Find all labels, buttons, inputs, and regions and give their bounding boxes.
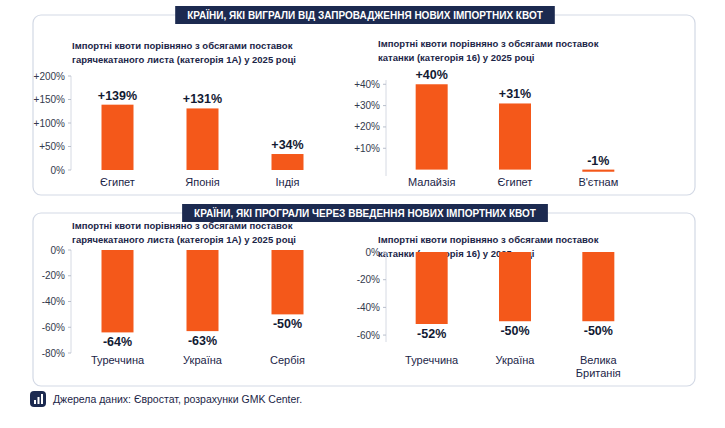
y-tick <box>68 146 71 147</box>
y-tick-label: +150% <box>34 94 66 105</box>
bars <box>102 105 304 170</box>
data-label: +139% <box>98 89 137 103</box>
y-tick-label: 0% <box>51 165 66 176</box>
y-tick <box>68 99 71 100</box>
y-tick-label: -20% <box>357 274 380 285</box>
y-tick <box>68 76 71 77</box>
category-label: ВеликаБританія <box>576 354 621 379</box>
infographic: КРАЇНИ, ЯКІ ВИГРАЛИ ВІД ЗАПРОВАДЖЕННЯ НО… <box>0 0 725 428</box>
chart-title: Імпортні квоти порівняно з обсягами пост… <box>378 38 599 63</box>
y-tick-label: +40% <box>354 79 380 90</box>
y-axis-line <box>386 252 387 342</box>
bar <box>582 252 614 321</box>
data-label: -1% <box>587 154 609 168</box>
y-tick-label: +20% <box>354 121 380 132</box>
bar <box>582 170 614 172</box>
bar <box>102 250 134 332</box>
chart: Імпортні квоти порівняно з обсягами пост… <box>34 40 304 188</box>
y-tick-label: -40% <box>42 296 65 307</box>
data-label: -64% <box>103 335 132 349</box>
bars <box>416 84 615 171</box>
bar <box>102 105 134 170</box>
source-icon <box>30 391 46 407</box>
bar <box>499 252 531 321</box>
bar <box>416 252 448 324</box>
y-tick-label: +200% <box>34 71 66 82</box>
bar <box>187 250 219 331</box>
y-tick <box>383 335 386 336</box>
category-label: Україна <box>496 354 536 366</box>
y-tick-label: -60% <box>42 322 65 333</box>
category-label: Малайзія <box>408 176 456 188</box>
chart: Імпортні квоти порівняно з обсягами пост… <box>357 234 621 379</box>
category-label: Туреччина <box>91 354 145 366</box>
panel-banner <box>175 6 555 24</box>
y-tick <box>383 279 386 280</box>
category-label: Єгипет <box>100 176 135 188</box>
panel-frame <box>33 15 695 195</box>
data-label: -52% <box>417 327 446 341</box>
panel-title: КРАЇНИ, ЯКІ ПРОГРАЛИ ЧЕРЕЗ ВВЕДЕННЯ НОВИ… <box>194 207 536 219</box>
y-tick <box>68 123 71 124</box>
y-tick-label: -20% <box>42 270 65 281</box>
data-label: +131% <box>183 92 222 106</box>
y-tick-label: 0% <box>366 247 381 258</box>
data-label: +31% <box>499 87 531 101</box>
bar <box>272 154 304 170</box>
bars <box>102 250 304 332</box>
category-label: Індія <box>276 176 300 188</box>
y-tick-label: +30% <box>354 100 380 111</box>
y-tick <box>68 250 71 251</box>
chart-title: Імпортні квоти порівняно з обсягами пост… <box>72 40 296 65</box>
data-label: -50% <box>500 324 529 338</box>
data-label: -50% <box>273 317 302 331</box>
y-tick <box>68 170 71 171</box>
y-tick <box>383 84 386 85</box>
y-tick <box>68 275 71 276</box>
category-label: Єгипет <box>498 176 533 188</box>
bar <box>499 103 531 169</box>
category-label: Японія <box>185 176 220 188</box>
chart: Імпортні квоти порівняно з обсягами пост… <box>354 38 618 188</box>
chart-title: Імпортні квоти порівняно з обсягами пост… <box>378 234 599 259</box>
y-tick <box>383 126 386 127</box>
chart: Імпортні квоти порівняно з обсягами пост… <box>42 220 305 366</box>
y-tick <box>68 353 71 354</box>
data-label: -50% <box>584 324 613 338</box>
y-tick-label: -60% <box>357 330 380 341</box>
y-tick <box>383 148 386 149</box>
y-tick <box>68 327 71 328</box>
y-tick-label: +10% <box>354 143 380 154</box>
bar <box>416 84 448 169</box>
y-tick <box>383 252 386 253</box>
data-label: +34% <box>271 138 303 152</box>
chart-title: Імпортні квоти порівняно з обсягами пост… <box>72 220 296 245</box>
y-axis-line <box>386 80 387 176</box>
y-tick-label: -80% <box>42 348 65 359</box>
y-tick <box>68 301 71 302</box>
y-tick-label: +50% <box>39 141 65 152</box>
bar <box>272 250 304 314</box>
panel-frame <box>33 213 695 386</box>
panel-title: КРАЇНИ, ЯКІ ВИГРАЛИ ВІД ЗАПРОВАДЖЕННЯ НО… <box>187 9 543 21</box>
category-label: В'єтнам <box>578 176 618 188</box>
y-tick-label: +100% <box>34 118 66 129</box>
data-label: -63% <box>188 334 217 348</box>
bars <box>416 252 615 324</box>
source-note: Джерела даних: Євростат, розрахунки GMK … <box>53 393 302 405</box>
category-label: Україна <box>183 354 223 366</box>
y-tick-label: -40% <box>357 302 380 313</box>
category-label: Туреччина <box>405 354 459 366</box>
bar <box>187 108 219 170</box>
data-label: +40% <box>416 68 448 82</box>
category-label: Сербія <box>270 354 305 366</box>
y-tick-label: 0% <box>51 245 66 256</box>
y-tick <box>383 105 386 106</box>
y-tick <box>383 307 386 308</box>
